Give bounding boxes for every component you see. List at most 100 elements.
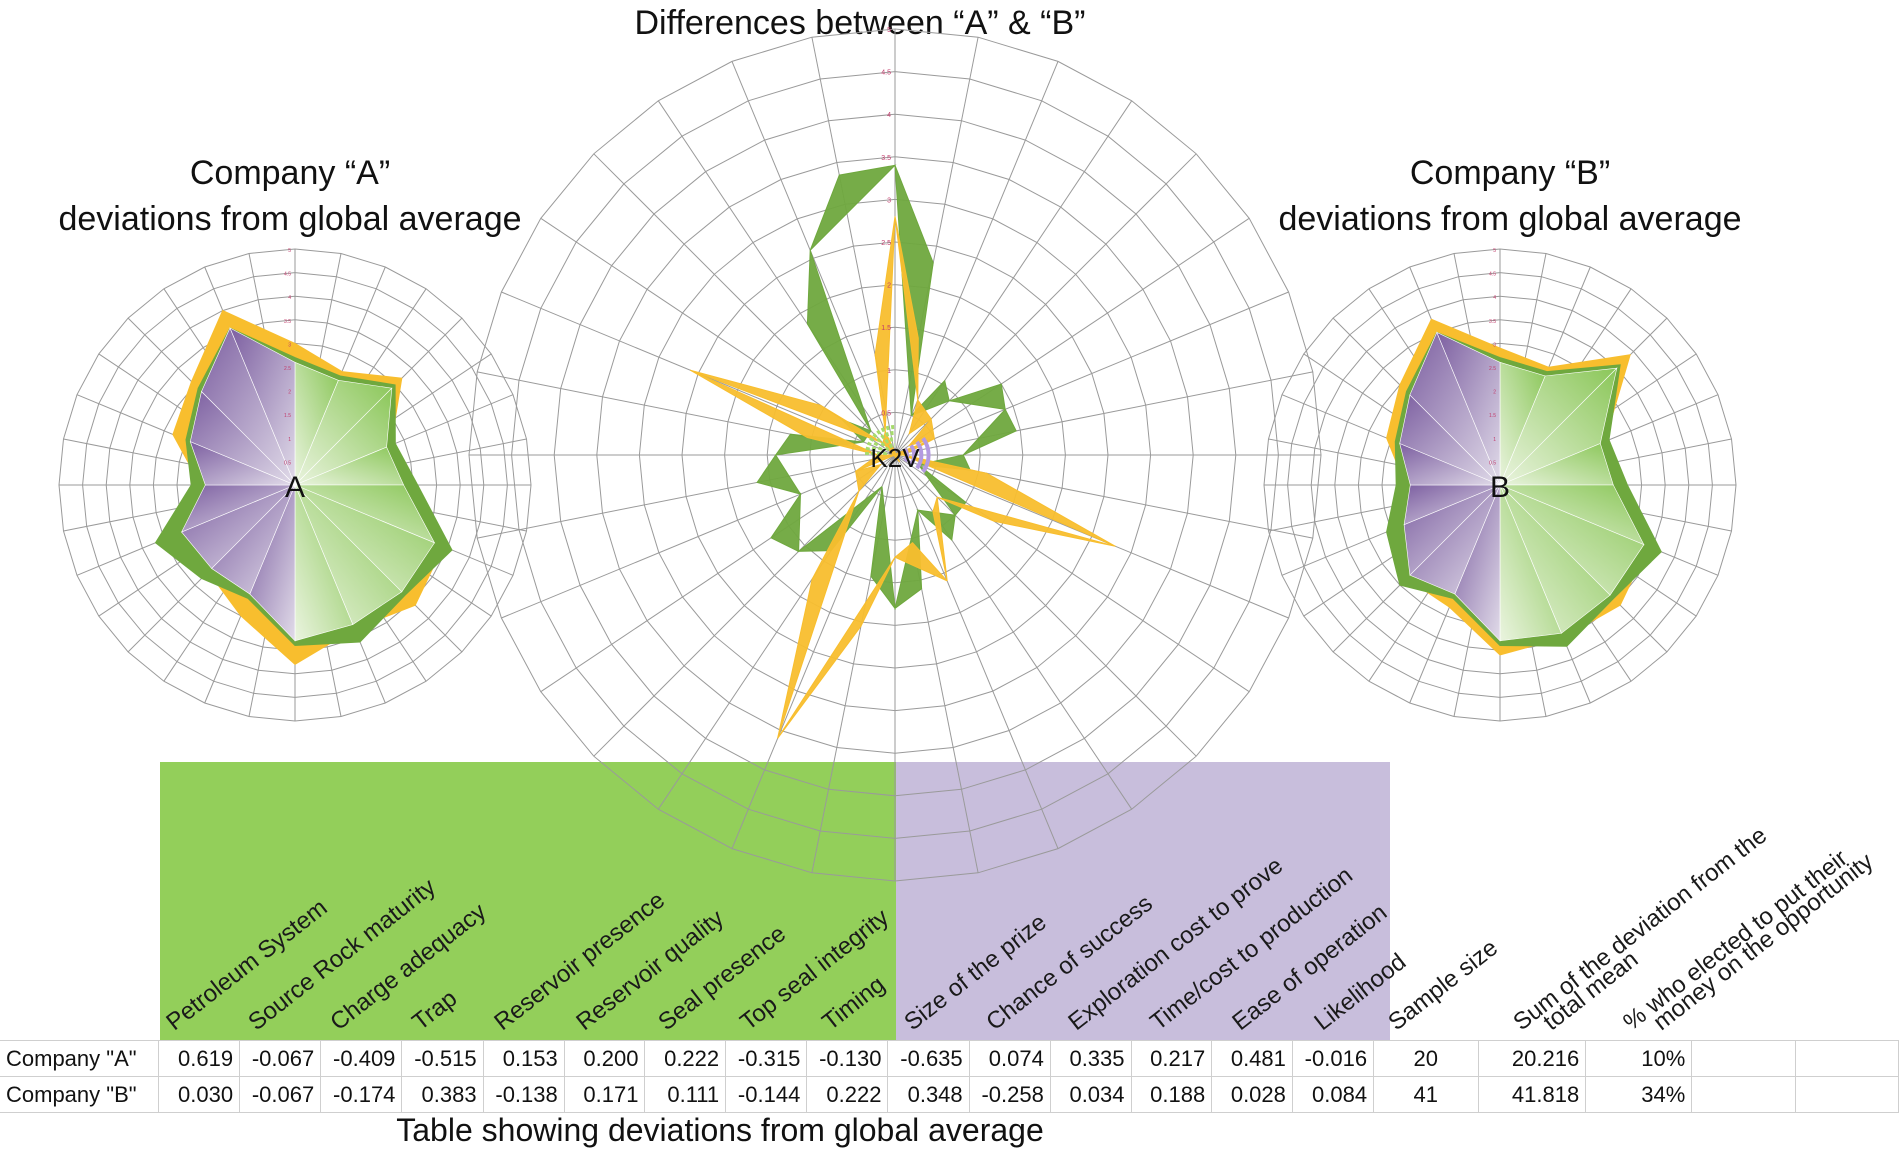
- table-cell: 0.383: [401, 1076, 484, 1113]
- radar-spoke: [894, 217, 1250, 456]
- table-cell: [1795, 1076, 1899, 1113]
- radar-scale-label: 4.5: [1489, 272, 1496, 278]
- radar-spoke: [894, 454, 979, 873]
- radar-series-yellow-wedge: [903, 454, 1116, 547]
- radar-spoke: [894, 153, 1197, 456]
- radar-spoke: [593, 153, 896, 456]
- k2v-arc-purple: [915, 440, 924, 470]
- radar-series-green-wedge: [797, 486, 883, 552]
- company-a-title-line2: deviations from global average: [58, 200, 522, 238]
- table-cell: 0.222: [806, 1076, 889, 1113]
- table-cell: 0.200: [564, 1040, 646, 1077]
- radar-scale-label: 1: [1493, 437, 1496, 443]
- radar-series-yellow-wedge: [855, 463, 883, 493]
- table-cell: 0.348: [887, 1076, 970, 1113]
- k2v-arc-purple: [921, 437, 931, 473]
- table-caption: Table showing deviations from global ave…: [396, 1112, 1044, 1148]
- radar-scale-label: 5: [887, 27, 891, 34]
- table-cell: 20: [1373, 1040, 1479, 1077]
- radar-series-green-wedge: [894, 165, 934, 416]
- table-cell: 0.153: [483, 1040, 565, 1077]
- table-cell: -0.515: [401, 1040, 484, 1077]
- table-cell: -0.130: [806, 1040, 889, 1077]
- radar-scale-label: 4.5: [284, 272, 291, 278]
- table-cell: 0.188: [1131, 1076, 1213, 1113]
- table-cell: 0.030: [158, 1076, 241, 1113]
- company-a-chart-title: Company “A” deviations from global avera…: [20, 150, 560, 242]
- k2v-arc-green: [871, 431, 896, 456]
- table-cell: -0.258: [969, 1076, 1051, 1113]
- radar-series-yellow-wedge: [937, 496, 1116, 547]
- radar-spoke: [540, 454, 896, 693]
- table-row: Company "B" 0.030 -0.067 -0.174 0.383 -0.138 0…: [0, 1076, 1899, 1113]
- row-label: Company "B": [0, 1076, 160, 1113]
- column-header-extra: % who elected to put their: [1618, 844, 1853, 1036]
- table-cell: 0.028: [1211, 1076, 1293, 1113]
- table-cell: -0.144: [725, 1076, 808, 1113]
- table-cell: -0.409: [320, 1040, 403, 1077]
- radar-scale-label: 1.5: [1489, 413, 1496, 419]
- radar-spoke: [894, 61, 1059, 456]
- radar-spoke: [894, 291, 1289, 456]
- company-b-title-line1: Company “B”: [1409, 154, 1611, 192]
- radar-scale-label: 5: [1493, 248, 1496, 254]
- radar-scale-label: 2: [887, 283, 891, 290]
- deviations-table: Company "A" 0.619 -0.067 -0.409 -0.515 0.153 0…: [0, 1040, 1899, 1113]
- radar-series-yellow-wedge: [907, 417, 935, 447]
- radar-series-yellow-wedge: [874, 216, 896, 432]
- radar-scale-label: 3: [1493, 342, 1496, 348]
- radar-scale-label: 3.5: [284, 319, 291, 325]
- radar-spoke: [731, 61, 896, 456]
- table-cell: [1691, 1040, 1796, 1077]
- radar-scale-label: 2.5: [284, 366, 291, 372]
- table-cell: -0.138: [483, 1076, 565, 1113]
- radar-scale-label: 4: [1493, 295, 1496, 301]
- column-header-extra: Sample size: [1383, 934, 1504, 1036]
- table-cell: 0.619: [158, 1040, 241, 1077]
- table-row: Company "A" 0.619 -0.067 -0.409 -0.515 0.153 0…: [0, 1040, 1899, 1077]
- table-cell: 0.171: [564, 1076, 646, 1113]
- table-cell: [1691, 1076, 1796, 1113]
- radar-scale-label: 2: [1493, 390, 1496, 396]
- radar-scale-label: 3.5: [881, 155, 891, 162]
- table-cell: -0.016: [1292, 1040, 1375, 1077]
- radar-spoke: [894, 454, 1059, 849]
- radar-scale-label: 1: [887, 368, 891, 375]
- radar-scale-label: 2.5: [1489, 366, 1496, 372]
- radar-series-yellow-wedge: [777, 556, 896, 739]
- k2v-arc-green: [883, 443, 896, 456]
- radar-series-green-wedge: [770, 492, 802, 553]
- table-cell: 0.481: [1211, 1040, 1293, 1077]
- radar-spoke: [501, 454, 896, 619]
- k2v-arc-purple: [903, 447, 909, 463]
- table-cell: 20.216: [1478, 1040, 1587, 1077]
- radar-scale-label: 3.5: [1489, 319, 1496, 325]
- radar-center-label: B: [1490, 471, 1510, 504]
- radar-series-yellow-wedge: [932, 497, 948, 582]
- table-cell: -0.067: [239, 1076, 322, 1113]
- radar-scale-label: 4: [288, 295, 291, 301]
- table-cell: -0.174: [320, 1076, 403, 1113]
- k2v-arc-purple: [909, 444, 917, 466]
- table-cell: 0.335: [1050, 1040, 1132, 1077]
- radar-series-green-wedge: [806, 250, 872, 432]
- radar-scale-label: 3: [288, 342, 291, 348]
- table-cell: [1795, 1040, 1899, 1077]
- radar-scale-label: 1.5: [284, 413, 291, 419]
- radar-spoke: [894, 371, 1313, 456]
- table-cell: 0.074: [969, 1040, 1051, 1077]
- radar-series-green-wedge: [870, 486, 896, 611]
- company-a-title-line1: Company “A”: [189, 154, 391, 192]
- radar-scale-label: 0.5: [284, 460, 291, 466]
- radar-spoke: [731, 454, 896, 849]
- center-chart-title: Differences between “A” & “B”: [634, 4, 1086, 42]
- radar-scale-label: 0.5: [1489, 460, 1496, 466]
- radar-series-green-wedge: [949, 383, 1006, 410]
- radar-center-label: A: [285, 471, 305, 504]
- radar-series-green-wedge: [809, 164, 897, 251]
- table-cell: 41: [1373, 1076, 1479, 1113]
- radar-scale-label: 4.5: [881, 70, 891, 77]
- radar-scale-label: 1: [288, 437, 291, 443]
- differences-radar-chart: 0.5 1 1.5 2 2.5 3 3.5 4 4.5 5 K2V: [468, 27, 1322, 882]
- table-cell: -0.067: [239, 1040, 322, 1077]
